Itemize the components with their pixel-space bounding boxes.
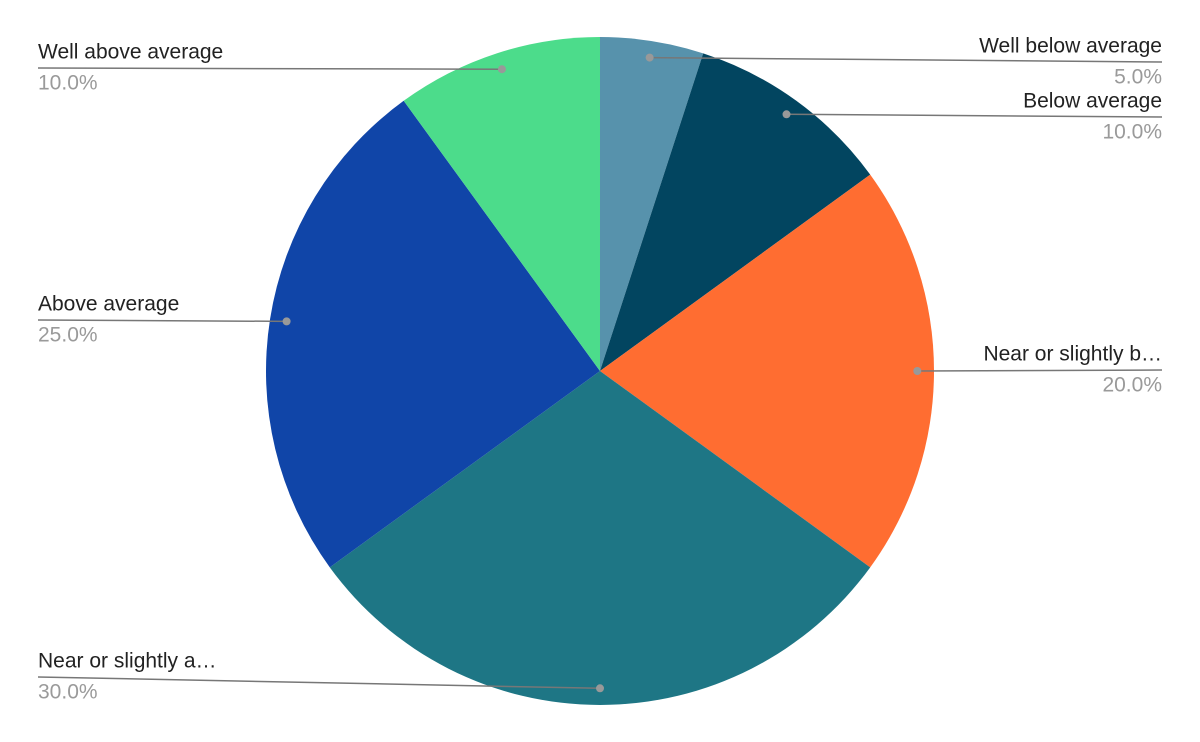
label-value: 5.0%	[1114, 66, 1162, 89]
pie-slice	[403, 37, 600, 371]
label-name: Above average	[38, 293, 179, 316]
label-name: Well below average	[979, 35, 1162, 58]
pie-slice	[266, 100, 600, 568]
label-value: 25.0%	[38, 324, 98, 347]
label-value: 10.0%	[1102, 121, 1162, 144]
pie-slice	[600, 37, 704, 371]
leader-dot	[282, 317, 291, 326]
leader-dot	[596, 684, 604, 693]
label-name: Below average	[1023, 90, 1162, 113]
leader-line	[649, 56, 1163, 63]
leader-line	[37, 319, 287, 323]
leader-line	[786, 113, 1163, 118]
label-value: 10.0%	[38, 72, 98, 95]
label-name: Well above average	[38, 41, 223, 64]
leader-dot	[645, 53, 654, 62]
label-name: Near or slightly a…	[38, 650, 217, 673]
pie-slice	[600, 53, 871, 372]
label-name: Near or slightly b…	[983, 343, 1162, 366]
leader-line	[37, 676, 601, 690]
pie-slice	[329, 371, 871, 706]
leader-dot	[782, 110, 791, 119]
leader-line	[917, 369, 1163, 372]
label-value: 30.0%	[38, 681, 98, 704]
leader-dot	[913, 367, 922, 375]
label-value: 20.0%	[1102, 374, 1162, 397]
leader-line	[37, 67, 502, 70]
pie-slice	[600, 174, 934, 568]
leader-dot	[497, 65, 506, 74]
